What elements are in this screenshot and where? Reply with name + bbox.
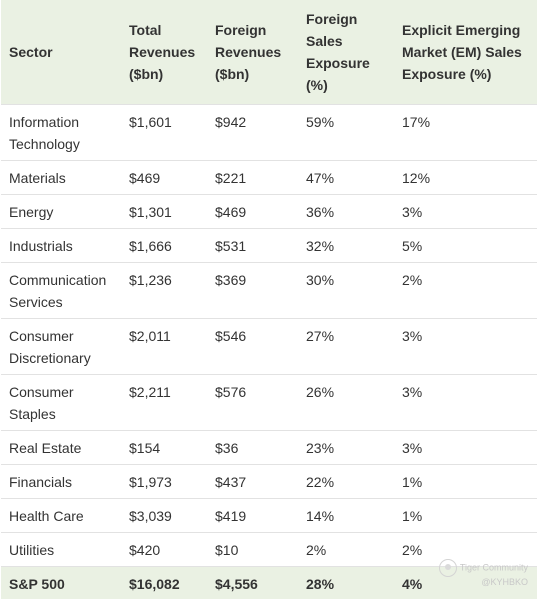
table-header-row: Sector Total Revenues ($bn) Foreign Reve…	[1, 0, 537, 104]
total-foreign-revenues: $4,556	[207, 565, 298, 599]
table-row: Real Estate $154 $36 23% 3%	[1, 429, 537, 464]
cell-foreign-revenues: $942	[207, 103, 298, 160]
cell-sector: Real Estate	[1, 429, 121, 464]
cell-foreign-exposure: 30%	[298, 261, 394, 318]
table-row: Health Care $3,039 $419 14% 1%	[1, 497, 537, 532]
cell-total-revenues: $1,973	[121, 463, 207, 498]
header-em-sales-exposure: Explicit Emerging Market (EM) Sales Expo…	[402, 21, 522, 82]
cell-em-exposure: 12%	[394, 159, 537, 194]
table-row: Financials $1,973 $437 22% 1%	[1, 463, 537, 498]
cell-sector: Energy	[1, 193, 121, 228]
cell-sector: Communication Services	[1, 261, 121, 318]
cell-foreign-exposure: 59%	[298, 103, 394, 160]
cell-foreign-exposure: 23%	[298, 429, 394, 464]
cell-em-exposure: 2%	[394, 261, 537, 318]
header-foreign-revenues: Foreign Revenues ($bn)	[215, 21, 282, 82]
header-foreign-sales-exposure: Foreign Sales Exposure (%)	[306, 10, 370, 93]
table-row: Industrials $1,666 $531 32% 5%	[1, 227, 537, 262]
cell-sector: Materials	[1, 159, 121, 194]
cell-foreign-revenues: $369	[207, 261, 298, 318]
cell-sector: Industrials	[1, 227, 121, 262]
header-total-revenues: Total Revenues ($bn)	[129, 21, 196, 82]
cell-foreign-revenues: $10	[207, 531, 298, 566]
tiger-logo-icon	[438, 559, 457, 577]
cell-em-exposure: 3%	[394, 193, 537, 228]
cell-em-exposure: 3%	[394, 429, 537, 464]
cell-foreign-exposure: 47%	[298, 159, 394, 194]
table-row: Materials $469 $221 47% 12%	[1, 159, 537, 194]
cell-total-revenues: $3,039	[121, 497, 207, 532]
cell-foreign-exposure: 14%	[298, 497, 394, 532]
cell-foreign-revenues: $576	[207, 373, 298, 430]
cell-em-exposure: 1%	[394, 463, 537, 498]
cell-total-revenues: $154	[121, 429, 207, 464]
watermark-handle: @KYHBKO	[481, 577, 528, 587]
cell-foreign-revenues: $419	[207, 497, 298, 532]
cell-em-exposure: 3%	[394, 373, 537, 430]
cell-foreign-revenues: $221	[207, 159, 298, 194]
cell-total-revenues: $2,211	[121, 373, 207, 430]
cell-total-revenues: $420	[121, 531, 207, 566]
cell-foreign-exposure: 36%	[298, 193, 394, 228]
cell-foreign-exposure: 26%	[298, 373, 394, 430]
cell-total-revenues: $1,301	[121, 193, 207, 228]
cell-total-revenues: $1,666	[121, 227, 207, 262]
cell-foreign-revenues: $531	[207, 227, 298, 262]
cell-sector: Consumer Discretionary	[1, 317, 121, 374]
cell-em-exposure: 1%	[394, 497, 537, 532]
cell-foreign-revenues: $546	[207, 317, 298, 374]
cell-foreign-revenues: $437	[207, 463, 298, 498]
cell-foreign-exposure: 2%	[298, 531, 394, 566]
cell-foreign-exposure: 22%	[298, 463, 394, 498]
cell-total-revenues: $2,011	[121, 317, 207, 374]
cell-sector: Financials	[1, 463, 121, 498]
total-sector: S&P 500	[1, 565, 121, 599]
cell-total-revenues: $1,601	[121, 103, 207, 160]
header-sector: Sector	[9, 43, 53, 60]
cell-sector: Health Care	[1, 497, 121, 532]
total-total-revenues: $16,082	[121, 565, 207, 599]
cell-sector: Consumer Staples	[1, 373, 121, 430]
cell-foreign-revenues: $36	[207, 429, 298, 464]
cell-em-exposure: 3%	[394, 317, 537, 374]
cell-sector: Information Technology	[1, 103, 121, 160]
cell-em-exposure: 2%	[394, 531, 537, 566]
watermark-brand: Tiger Community	[459, 562, 528, 573]
cell-foreign-revenues: $469	[207, 193, 298, 228]
table-row: Consumer Staples $2,211 $576 26% 3%	[1, 373, 537, 430]
cell-em-exposure: 5%	[394, 227, 537, 262]
table-row: Information Technology $1,601 $942 59% 1…	[1, 103, 537, 160]
cell-foreign-exposure: 27%	[298, 317, 394, 374]
cell-total-revenues: $1,236	[121, 261, 207, 318]
table-row: Consumer Discretionary $2,011 $546 27% 3…	[1, 317, 537, 374]
cell-foreign-exposure: 32%	[298, 227, 394, 262]
total-foreign-exposure: 28%	[298, 565, 394, 599]
table-row: Utilities $420 $10 2% 2%	[1, 531, 537, 566]
table-total-row: S&P 500 $16,082 $4,556 28% 4%	[1, 565, 537, 599]
watermark: Tiger Community @KYHBKO	[438, 559, 528, 588]
table-row: Communication Services $1,236 $369 30% 2…	[1, 261, 537, 318]
cell-total-revenues: $469	[121, 159, 207, 194]
cell-sector: Utilities	[1, 531, 121, 566]
cell-em-exposure: 17%	[394, 103, 537, 160]
table-row: Energy $1,301 $469 36% 3%	[1, 193, 537, 228]
